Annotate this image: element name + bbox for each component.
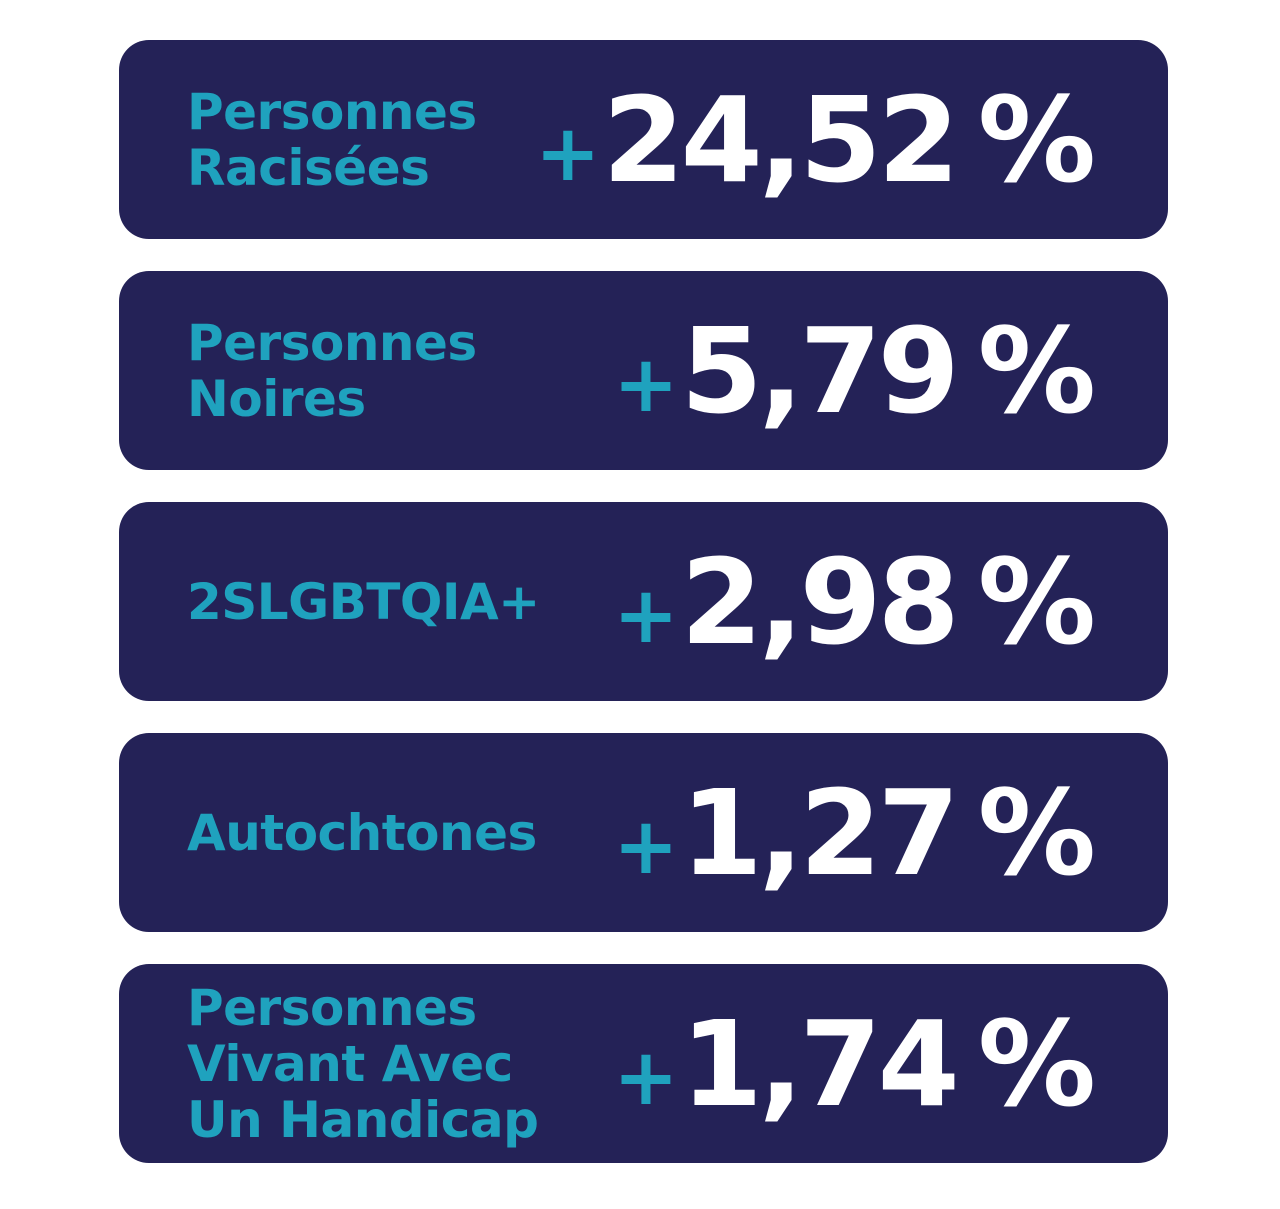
stat-unit: % [977, 532, 1096, 671]
stat-sign: + [613, 570, 679, 661]
stat-sign: + [613, 1032, 679, 1123]
stat-unit: % [977, 301, 1096, 440]
stat-card-2slgbtqia: 2SLGBTQIA+ + 2,98 % [119, 502, 1168, 701]
stat-label: Personnes Noires [187, 313, 477, 428]
stat-value-group: + 24,52 % [535, 81, 1096, 199]
stat-label: 2SLGBTQIA+ [187, 572, 540, 631]
stat-value-group: + 2,98 % [613, 543, 1096, 661]
stat-unit: % [977, 763, 1096, 902]
stat-value-group: + 5,79 % [613, 312, 1096, 430]
stat-number: 1,27 [680, 763, 960, 902]
stat-number: 1,74 [680, 994, 960, 1133]
stat-value-group: + 1,27 % [613, 774, 1096, 892]
stat-value-group: + 1,74 % [613, 1005, 1096, 1123]
stat-card-racisees: Personnes Racisées + 24,52 % [119, 40, 1168, 239]
stat-number: 5,79 [680, 301, 960, 440]
stat-sign: + [535, 108, 601, 199]
stat-number: 2,98 [680, 532, 960, 671]
stat-sign: + [613, 339, 679, 430]
stat-unit: % [977, 70, 1096, 209]
stat-card-noires: Personnes Noires + 5,79 % [119, 271, 1168, 470]
stat-number: 24,52 [602, 70, 960, 209]
stat-label: Personnes Vivant Avec Un Handicap [187, 978, 539, 1149]
stat-unit: % [977, 994, 1096, 1133]
stat-label: Autochtones [187, 803, 537, 862]
stat-sign: + [613, 801, 679, 892]
stat-card-handicap: Personnes Vivant Avec Un Handicap + 1,74… [119, 964, 1168, 1163]
stat-card-autochtones: Autochtones + 1,27 % [119, 733, 1168, 932]
stat-label: Personnes Racisées [187, 82, 477, 197]
